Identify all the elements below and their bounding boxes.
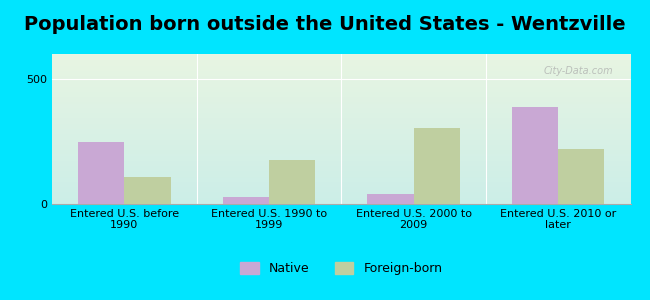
- Bar: [367, 194, 413, 204]
- Bar: [124, 176, 170, 204]
- Bar: [223, 196, 269, 204]
- Bar: [269, 160, 315, 204]
- Bar: [78, 142, 124, 204]
- Bar: [413, 128, 460, 204]
- Text: City-Data.com: City-Data.com: [543, 66, 613, 76]
- Bar: [512, 106, 558, 204]
- Text: Population born outside the United States - Wentzville: Population born outside the United State…: [24, 15, 626, 34]
- Legend: Native, Foreign-born: Native, Foreign-born: [235, 257, 447, 280]
- Bar: [558, 149, 605, 204]
